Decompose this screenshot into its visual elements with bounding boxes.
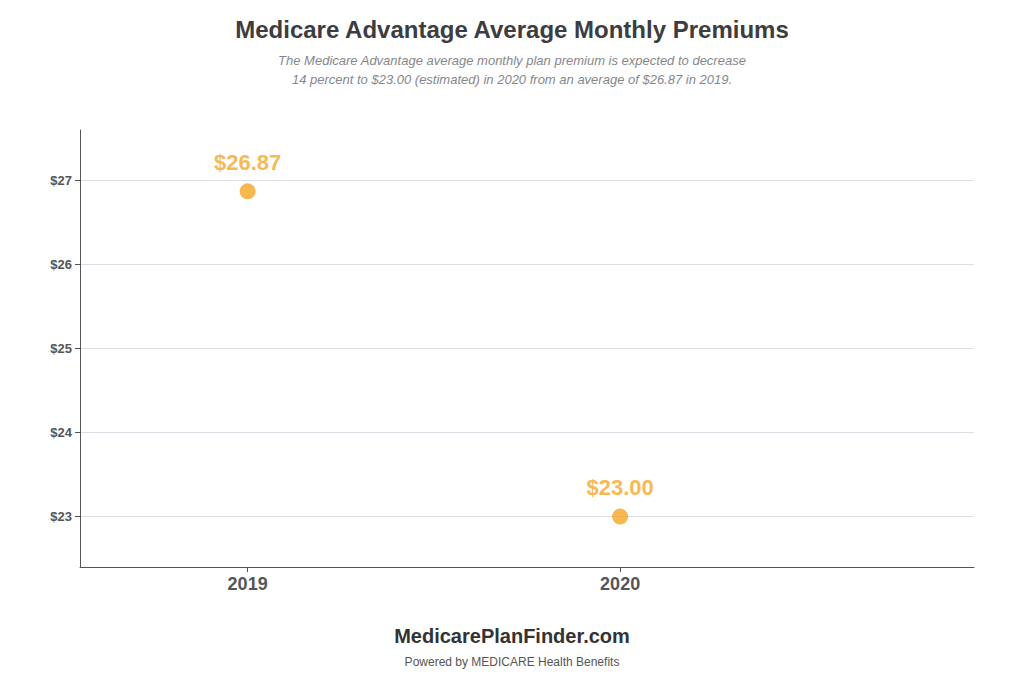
- svg-text:$26: $26: [50, 257, 72, 272]
- svg-text:Powered by MEDICARE Health Ben: Powered by MEDICARE Health Benefits: [405, 655, 620, 669]
- svg-text:$23: $23: [50, 509, 72, 524]
- svg-text:The Medicare Advantage average: The Medicare Advantage average monthly p…: [278, 53, 746, 68]
- svg-text:$23.00: $23.00: [586, 475, 653, 500]
- svg-text:$25: $25: [50, 341, 72, 356]
- svg-text:$27: $27: [50, 173, 72, 188]
- svg-text:Medicare Advantage Average Mon: Medicare Advantage Average Monthly Premi…: [235, 16, 789, 43]
- svg-text:$24: $24: [50, 425, 72, 440]
- svg-text:2019: 2019: [228, 574, 268, 594]
- svg-text:$26.87: $26.87: [214, 150, 281, 175]
- svg-text:14 percent to $23.00 (estimate: 14 percent to $23.00 (estimated) in 2020…: [292, 72, 732, 87]
- svg-text:2020: 2020: [600, 574, 640, 594]
- svg-text:MedicarePlanFinder.com: MedicarePlanFinder.com: [394, 625, 630, 647]
